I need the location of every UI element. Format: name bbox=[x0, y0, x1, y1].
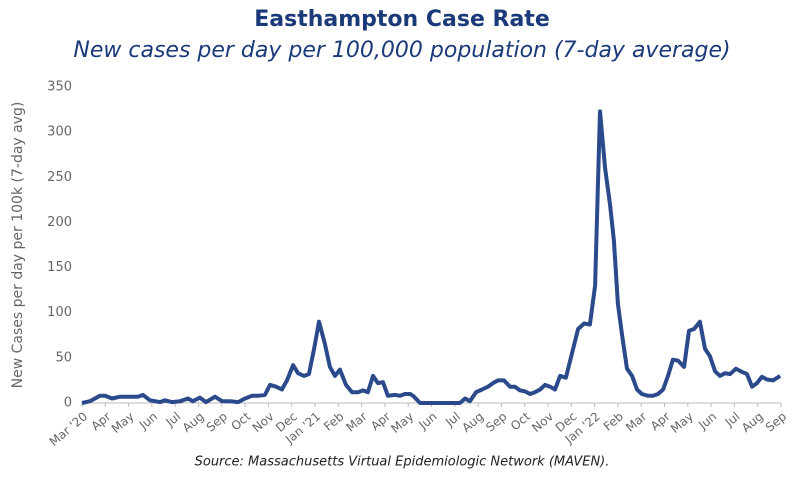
x-tick-label: May bbox=[109, 409, 137, 436]
y-tick-label: 150 bbox=[47, 260, 72, 275]
x-tick-label: Mar '20 bbox=[47, 409, 90, 449]
x-tick-label: Jul bbox=[163, 409, 184, 430]
x-tick-label: Sep bbox=[763, 409, 789, 434]
x-tick-label: Oct bbox=[508, 409, 533, 433]
x-tick-label: Aug bbox=[459, 409, 486, 435]
x-tick-label: Apr bbox=[648, 409, 673, 433]
y-tick-label: 250 bbox=[47, 170, 72, 185]
x-tick-label: Aug bbox=[180, 409, 207, 435]
source-note: Source: Massachusetts Virtual Epidemiolo… bbox=[195, 455, 610, 470]
x-tick-label: Apr bbox=[368, 409, 393, 433]
x-tick-label: Jul bbox=[442, 409, 463, 430]
y-tick-label: 350 bbox=[47, 80, 72, 95]
x-tick-label: May bbox=[388, 409, 416, 436]
x-tick-label: Nov bbox=[250, 409, 277, 435]
y-tick-label: 50 bbox=[55, 350, 72, 365]
x-tick-label: Jul bbox=[722, 409, 743, 430]
x-tick-label: Sep bbox=[204, 409, 230, 434]
y-tick-label: 0 bbox=[64, 396, 72, 411]
y-tick-label: 200 bbox=[47, 215, 72, 230]
x-tick-label: Oct bbox=[228, 409, 253, 433]
x-tick-label: Feb bbox=[601, 409, 626, 433]
x-tick-label: Apr bbox=[89, 409, 114, 433]
chart-title: Easthampton Case Rate bbox=[254, 7, 550, 32]
x-tick-label: Nov bbox=[529, 409, 556, 435]
x-tick-label: Jun bbox=[136, 409, 160, 432]
y-tick-label: 300 bbox=[47, 125, 72, 140]
x-tick-label: Jun bbox=[695, 409, 719, 432]
x-tick-label: Jun bbox=[416, 409, 440, 432]
chart-subtitle: New cases per day per 100,000 population… bbox=[73, 38, 730, 63]
x-tick-label: May bbox=[668, 409, 696, 436]
x-tick-label: Mar bbox=[623, 409, 649, 434]
y-axis-label: New Cases per day per 100k (7-day avg) bbox=[10, 102, 26, 389]
series-line bbox=[81, 109, 782, 405]
x-tick-label: Feb bbox=[321, 409, 346, 433]
y-tick-label: 100 bbox=[47, 305, 72, 320]
x-tick-label: Sep bbox=[483, 409, 509, 434]
x-tick-label: Mar bbox=[343, 409, 369, 434]
x-tick-label: Aug bbox=[739, 409, 766, 435]
